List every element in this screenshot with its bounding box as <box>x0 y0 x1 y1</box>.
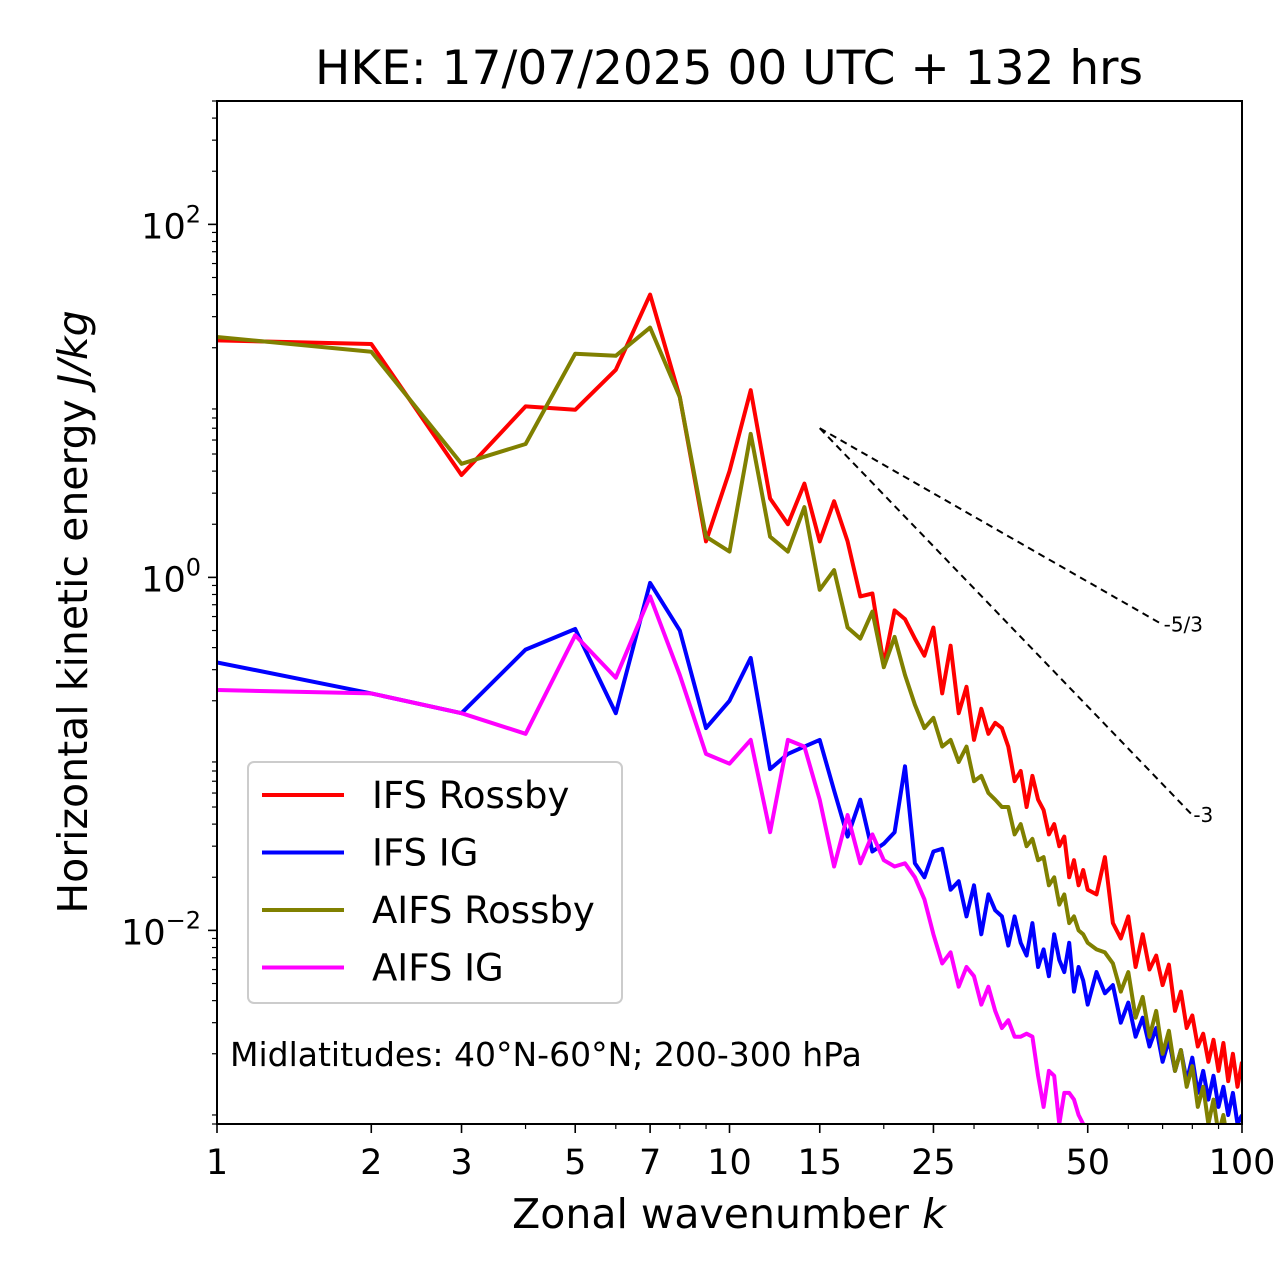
series-line-aifs-ig <box>217 594 1086 1124</box>
series-layer <box>217 292 1242 1124</box>
x-tick-label: 100 <box>1209 1143 1276 1183</box>
x-tick-label: 15 <box>797 1143 842 1183</box>
x-tick-labels: 1 2 3 5 7 10 15 25 50 100 <box>206 1143 1276 1183</box>
y-tick-label: 102 <box>141 200 201 247</box>
x-axis-label: Zonal wavenumber k <box>512 1190 948 1238</box>
legend: IFS Rossby IFS IG AIFS Rossby AIFS IG <box>247 761 623 1004</box>
plot-frame <box>216 100 1243 1125</box>
reference-slopes: -5/3 -3 <box>819 427 1213 827</box>
legend-label: AIFS IG <box>372 947 504 990</box>
series-line-aifs-rossby <box>217 325 1227 1124</box>
x-tick-label: 5 <box>564 1143 586 1183</box>
reference-slope-line <box>819 427 1164 626</box>
x-tick-label: 7 <box>639 1143 661 1183</box>
x-tick-label: 10 <box>707 1143 752 1183</box>
legend-box <box>247 761 623 1004</box>
x-tick-label: 1 <box>206 1143 228 1183</box>
reference-slope-line <box>819 427 1194 816</box>
reference-slope-label: -3 <box>1193 803 1213 827</box>
legend-label: IFS IG <box>372 832 478 875</box>
legend-label: IFS Rossby <box>372 774 569 817</box>
x-tick-label: 50 <box>1065 1143 1110 1183</box>
legend-label: AIFS Rossby <box>372 889 595 932</box>
x-tick-label: 2 <box>360 1143 382 1183</box>
x-tick-label: 25 <box>911 1143 956 1183</box>
y-axis-label: Horizontal kinetic energy J/kg <box>49 310 97 913</box>
region-annotation: Midlatitudes: 40°N-60°N; 200-300 hPa <box>230 1035 862 1074</box>
series-line-ifs-rossby <box>217 292 1242 1089</box>
y-tick-label: 10−2 <box>121 906 201 953</box>
y-tick-labels: 10−2 100 102 <box>121 200 201 953</box>
y-tick-label: 100 <box>141 553 201 600</box>
chart-title: HKE: 17/07/2025 00 UTC + 132 hrs <box>315 41 1143 96</box>
reference-slope-label: -5/3 <box>1164 613 1203 637</box>
x-tick-label: 3 <box>450 1143 472 1183</box>
